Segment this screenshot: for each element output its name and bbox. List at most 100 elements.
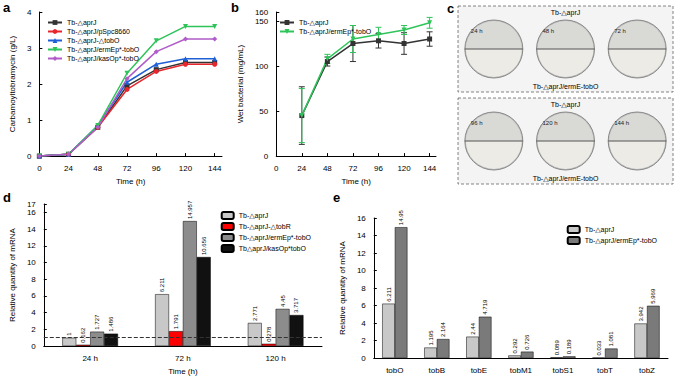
- svg-text:Tb-△aprJ: Tb-△aprJ: [585, 226, 615, 234]
- svg-text:tobZ: tobZ: [639, 366, 655, 375]
- svg-text:0: 0: [264, 152, 269, 161]
- svg-text:Tb-△aprJ/ermE-tobO: Tb-△aprJ/ermE-tobO: [533, 175, 599, 183]
- svg-text:Tb-△aprJ/kasOp*-tobO: Tb-△aprJ/kasOp*-tobO: [67, 55, 139, 63]
- svg-text:120: 120: [179, 164, 193, 173]
- svg-text:0.033: 0.033: [596, 340, 602, 356]
- svg-text:Time (h): Time (h): [116, 177, 146, 186]
- svg-text:Tb-△aprJ/ermE-tobO: Tb-△aprJ/ermE-tobO: [533, 83, 599, 91]
- svg-text:72 h: 72 h: [175, 354, 191, 363]
- svg-text:c: c: [447, 1, 454, 16]
- svg-text:0.162: 0.162: [80, 327, 86, 343]
- svg-text:Time (h): Time (h): [168, 367, 198, 376]
- svg-text:144: 144: [423, 164, 437, 173]
- svg-text:160: 160: [255, 8, 269, 17]
- svg-text:1.486: 1.486: [108, 316, 114, 332]
- svg-text:72: 72: [348, 164, 357, 173]
- svg-text:4: 4: [27, 8, 32, 17]
- svg-text:Tb-△aprJ: Tb-△aprJ: [67, 19, 97, 27]
- svg-text:48: 48: [323, 164, 332, 173]
- svg-text:Carbamoyltobramycin (g/L): Carbamoyltobramycin (g/L): [8, 35, 17, 132]
- svg-text:Tb-△aprJ: Tb-△aprJ: [299, 19, 329, 27]
- svg-text:24 h: 24 h: [471, 28, 483, 34]
- svg-text:10: 10: [357, 266, 366, 275]
- svg-text:Tb-△aprJ/pSpc8660: Tb-△aprJ/pSpc8660: [67, 28, 130, 36]
- svg-text:tobO: tobO: [386, 366, 403, 375]
- svg-text:8: 8: [361, 284, 366, 293]
- svg-text:120 h: 120 h: [543, 120, 558, 126]
- svg-text:48 h: 48 h: [543, 28, 555, 34]
- svg-text:96 h: 96 h: [471, 120, 483, 126]
- svg-text:Tb-△aprJ/ermEp*-tobO: Tb-△aprJ/ermEp*-tobO: [585, 237, 658, 245]
- svg-text:Tb△aprJ/kasOp*tobO: Tb△aprJ/kasOp*tobO: [239, 245, 307, 253]
- svg-text:10: 10: [27, 258, 36, 267]
- svg-text:Tb-△aprJ: Tb-△aprJ: [551, 9, 581, 17]
- svg-text:96: 96: [374, 164, 383, 173]
- svg-text:6: 6: [31, 291, 36, 300]
- svg-text:tobE: tobE: [471, 366, 487, 375]
- svg-text:96: 96: [152, 164, 161, 173]
- svg-text:e: e: [333, 190, 340, 205]
- svg-text:Tb-△aprJ: Tb-△aprJ: [239, 212, 269, 220]
- svg-text:0: 0: [31, 342, 36, 351]
- svg-text:0.726: 0.726: [524, 334, 530, 350]
- svg-text:Relative quantity of mRNA: Relative quantity of mRNA: [8, 227, 17, 321]
- svg-text:0: 0: [361, 354, 366, 363]
- svg-text:1.081: 1.081: [608, 331, 614, 347]
- svg-text:0: 0: [274, 164, 279, 173]
- svg-text:4.719: 4.719: [482, 299, 488, 315]
- svg-text:Tb-△aprJ/ermEp*-tobO: Tb-△aprJ/ermEp*-tobO: [67, 46, 140, 54]
- svg-text:8: 8: [31, 275, 36, 284]
- svg-text:24 h: 24 h: [82, 354, 98, 363]
- svg-text:Tb-△aprJ/ermEp*-tobO: Tb-△aprJ/ermEp*-tobO: [299, 28, 372, 36]
- svg-text:12: 12: [357, 249, 366, 258]
- svg-text:1.791: 1.791: [173, 313, 179, 329]
- svg-text:2.164: 2.164: [440, 321, 446, 337]
- svg-text:72: 72: [123, 164, 132, 173]
- svg-text:1.727: 1.727: [94, 314, 100, 330]
- svg-text:3.717: 3.717: [293, 297, 299, 313]
- svg-text:16: 16: [27, 208, 36, 217]
- svg-text:24: 24: [297, 164, 306, 173]
- svg-text:Time (h): Time (h): [341, 177, 371, 186]
- svg-text:b: b: [231, 0, 239, 15]
- svg-text:14: 14: [27, 225, 36, 234]
- svg-text:2: 2: [361, 336, 366, 345]
- svg-text:6.211: 6.211: [386, 286, 392, 301]
- svg-text:5.969: 5.969: [650, 288, 656, 304]
- svg-text:0.278: 0.278: [266, 326, 272, 342]
- svg-text:16: 16: [357, 214, 366, 223]
- svg-text:48: 48: [93, 164, 102, 173]
- svg-text:2.771: 2.771: [252, 305, 258, 321]
- svg-text:3: 3: [27, 44, 32, 53]
- svg-text:150: 150: [255, 17, 269, 26]
- svg-text:0: 0: [27, 152, 32, 161]
- svg-text:17: 17: [27, 200, 36, 209]
- svg-text:Tb-△aprJ-△tobO: Tb-△aprJ-△tobO: [67, 37, 120, 45]
- svg-text:0.292: 0.292: [512, 338, 518, 354]
- svg-text:1.195: 1.195: [428, 330, 434, 346]
- svg-text:120 h: 120 h: [266, 354, 286, 363]
- svg-text:0.189: 0.189: [566, 339, 572, 355]
- svg-text:tobS1: tobS1: [552, 366, 573, 375]
- svg-text:14.95: 14.95: [398, 210, 404, 226]
- svg-text:50: 50: [259, 107, 268, 116]
- svg-text:a: a: [3, 0, 11, 15]
- svg-text:14.957: 14.957: [187, 200, 193, 219]
- svg-text:Tb-△aprJ/ermEp*-tobO: Tb-△aprJ/ermEp*-tobO: [239, 234, 312, 242]
- svg-text:2.44: 2.44: [470, 322, 476, 334]
- svg-text:6.211: 6.211: [159, 277, 165, 292]
- svg-text:4: 4: [361, 319, 366, 328]
- svg-text:d: d: [3, 190, 11, 205]
- svg-text:120: 120: [397, 164, 411, 173]
- svg-text:72 h: 72 h: [614, 28, 626, 34]
- svg-text:2: 2: [31, 325, 36, 334]
- svg-text:3.942: 3.942: [638, 306, 644, 322]
- svg-text:Wet bacterial (mg/mL): Wet bacterial (mg/mL): [236, 44, 245, 123]
- svg-text:24: 24: [64, 164, 73, 173]
- svg-text:tobB: tobB: [429, 366, 445, 375]
- svg-text:4.45: 4.45: [280, 295, 286, 307]
- svg-text:14: 14: [357, 231, 366, 240]
- svg-text:12: 12: [27, 241, 36, 250]
- svg-text:10.656: 10.656: [201, 236, 207, 255]
- svg-text:Relative quantity of mRNA: Relative quantity of mRNA: [338, 240, 347, 334]
